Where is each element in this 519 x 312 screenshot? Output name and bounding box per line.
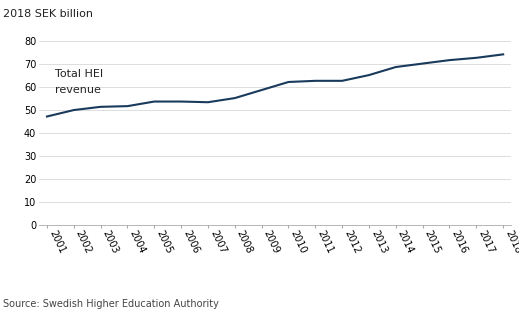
Text: Total HEI: Total HEI: [55, 69, 103, 79]
Text: 2018 SEK billion: 2018 SEK billion: [3, 9, 92, 19]
Text: Source: Swedish Higher Education Authority: Source: Swedish Higher Education Authori…: [3, 299, 218, 309]
Text: revenue: revenue: [55, 85, 101, 95]
